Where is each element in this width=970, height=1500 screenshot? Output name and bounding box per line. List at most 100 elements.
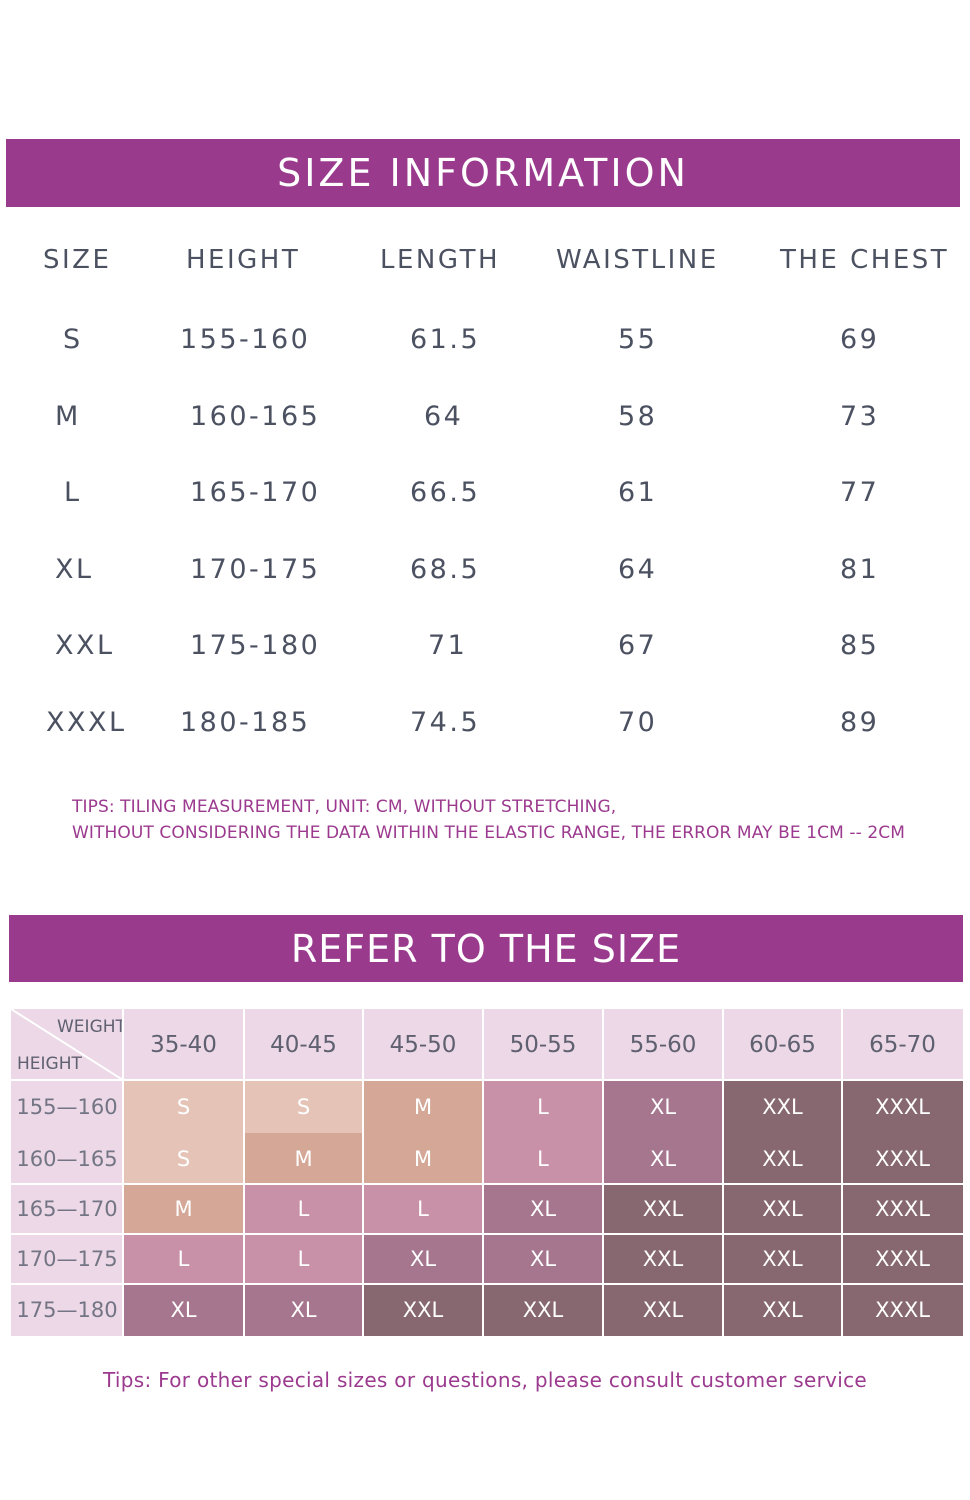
weight-header-cell: 35-40	[123, 1009, 244, 1080]
length-cell: 66.5	[410, 477, 481, 508]
size-grid-cell: XL	[603, 1080, 723, 1133]
size-grid-cell: S	[244, 1080, 363, 1133]
grid-column-divider	[362, 1009, 364, 1336]
height-header-cell: 175—180	[11, 1284, 123, 1336]
size-grid-cell: L	[244, 1184, 363, 1234]
size-grid-cell: M	[123, 1184, 244, 1234]
height-cell: 175-180	[190, 630, 321, 661]
size-grid-cell: XL	[603, 1133, 723, 1184]
size-grid-cell: L	[483, 1133, 603, 1184]
table-row: L 165-170 66.5 61 77	[0, 463, 970, 523]
grid-row-divider	[11, 1283, 963, 1285]
size-cell: XXL	[55, 630, 115, 661]
length-cell: 61.5	[410, 324, 481, 355]
size-grid-cell: XXXL	[842, 1184, 963, 1234]
corner-diagonal	[11, 1009, 123, 1080]
table-row: XL 170-175 68.5 64 81	[0, 540, 970, 600]
waistline-cell: 67	[618, 630, 658, 661]
size-grid-cell: XL	[363, 1234, 483, 1284]
size-grid-cell: XL	[123, 1284, 244, 1336]
chest-cell: 81	[840, 554, 880, 585]
grid-column-divider	[722, 1009, 724, 1336]
size-grid-cell: XXXL	[842, 1234, 963, 1284]
table-row: M 160-165 64 58 73	[0, 387, 970, 447]
chest-cell: 85	[840, 630, 880, 661]
grid-column-divider	[841, 1009, 843, 1336]
height-cell: 170-175	[190, 554, 321, 585]
size-grid-cell: XXL	[723, 1234, 842, 1284]
grid-column-divider	[122, 1009, 124, 1336]
size-grid-cell: XL	[483, 1184, 603, 1234]
length-cell: 71	[428, 630, 468, 661]
corner-weight-label: WEIGHT	[57, 1017, 126, 1037]
header-height: HEIGHT	[186, 245, 301, 275]
size-grid-cell: M	[244, 1133, 363, 1184]
grid-row-divider	[11, 1233, 963, 1235]
refer-size-title: REFER TO THE SIZE	[290, 926, 682, 971]
size-grid-cell: M	[363, 1080, 483, 1133]
size-cell: L	[64, 477, 82, 508]
size-grid-cell: XL	[483, 1234, 603, 1284]
size-cell: S	[63, 324, 83, 355]
height-cell: 180-185	[180, 707, 311, 738]
height-cell: 155-160	[180, 324, 311, 355]
grid-row-divider	[11, 1079, 963, 1081]
length-cell: 74.5	[410, 707, 481, 738]
height-cell: 165-170	[190, 477, 321, 508]
grid-column-divider	[243, 1009, 245, 1336]
size-information-banner: SIZE INFORMATION	[6, 139, 960, 207]
size-grid-cell: S	[123, 1080, 244, 1133]
size-grid-cell: XXL	[723, 1284, 842, 1336]
grid-column-divider	[602, 1009, 604, 1336]
size-grid-cell: XXL	[483, 1284, 603, 1336]
header-waistline: WAISTLINE	[556, 245, 719, 275]
chest-cell: 69	[840, 324, 880, 355]
size-table-header-row: SIZE HEIGHT LENGTH WAISTLINE THE CHEST	[0, 230, 970, 290]
size-cell: XL	[55, 554, 94, 585]
header-size: SIZE	[43, 245, 112, 275]
table-row: XXXL 180-185 74.5 70 89	[0, 693, 970, 753]
size-grid-cell: L	[244, 1234, 363, 1284]
size-reference-grid: WEIGHT HEIGHT 35-40 40-45 45-50 50-55 55-60 6…	[11, 1009, 963, 1336]
size-grid-cell: M	[363, 1133, 483, 1184]
waistline-cell: 61	[618, 477, 658, 508]
size-cell: XXXL	[46, 707, 127, 738]
size-grid-cell: XL	[244, 1284, 363, 1336]
height-cell: 160-165	[190, 401, 321, 432]
chest-cell: 89	[840, 707, 880, 738]
size-grid-cell: S	[123, 1133, 244, 1184]
size-grid-cell: XXL	[723, 1184, 842, 1234]
weight-header-cell: 50-55	[483, 1009, 603, 1080]
weight-header-cell: 40-45	[244, 1009, 363, 1080]
length-cell: 68.5	[410, 554, 481, 585]
waistline-cell: 58	[618, 401, 658, 432]
waistline-cell: 70	[618, 707, 658, 738]
header-chest: THE CHEST	[780, 245, 950, 275]
size-information-title: SIZE INFORMATION	[277, 151, 689, 195]
refer-size-banner: REFER TO THE SIZE	[9, 915, 963, 982]
height-header-cell: 170—175	[11, 1234, 123, 1284]
chest-cell: 73	[840, 401, 880, 432]
size-grid-cell: XXL	[363, 1284, 483, 1336]
table-row: S 155-160 61.5 55 69	[0, 310, 970, 370]
measurement-tips: TIPS: TILING MEASUREMENT, UNIT: CM, WITH…	[72, 794, 905, 846]
size-grid-cell: XXL	[603, 1284, 723, 1336]
size-cell: M	[55, 401, 81, 432]
size-grid-cell: XXXL	[842, 1080, 963, 1133]
header-length: LENGTH	[380, 245, 501, 275]
size-grid-cell: L	[363, 1184, 483, 1234]
grid-row-divider	[11, 1183, 963, 1185]
size-grid-cell: XXL	[723, 1133, 842, 1184]
table-row: XXL 175-180 71 67 85	[0, 616, 970, 676]
tips-line-2: WITHOUT CONSIDERING THE DATA WITHIN THE …	[72, 823, 905, 843]
weight-header-cell: 65-70	[842, 1009, 963, 1080]
height-header-cell: 160—165	[11, 1133, 123, 1184]
height-header-cell: 155—160	[11, 1080, 123, 1133]
size-grid-cell: XXL	[603, 1234, 723, 1284]
waistline-cell: 55	[618, 324, 658, 355]
corner-height-label: HEIGHT	[17, 1054, 82, 1074]
weight-header-cell: 45-50	[363, 1009, 483, 1080]
grid-column-divider	[482, 1009, 484, 1336]
length-cell: 64	[424, 401, 464, 432]
size-grid-cell: XXL	[603, 1184, 723, 1234]
